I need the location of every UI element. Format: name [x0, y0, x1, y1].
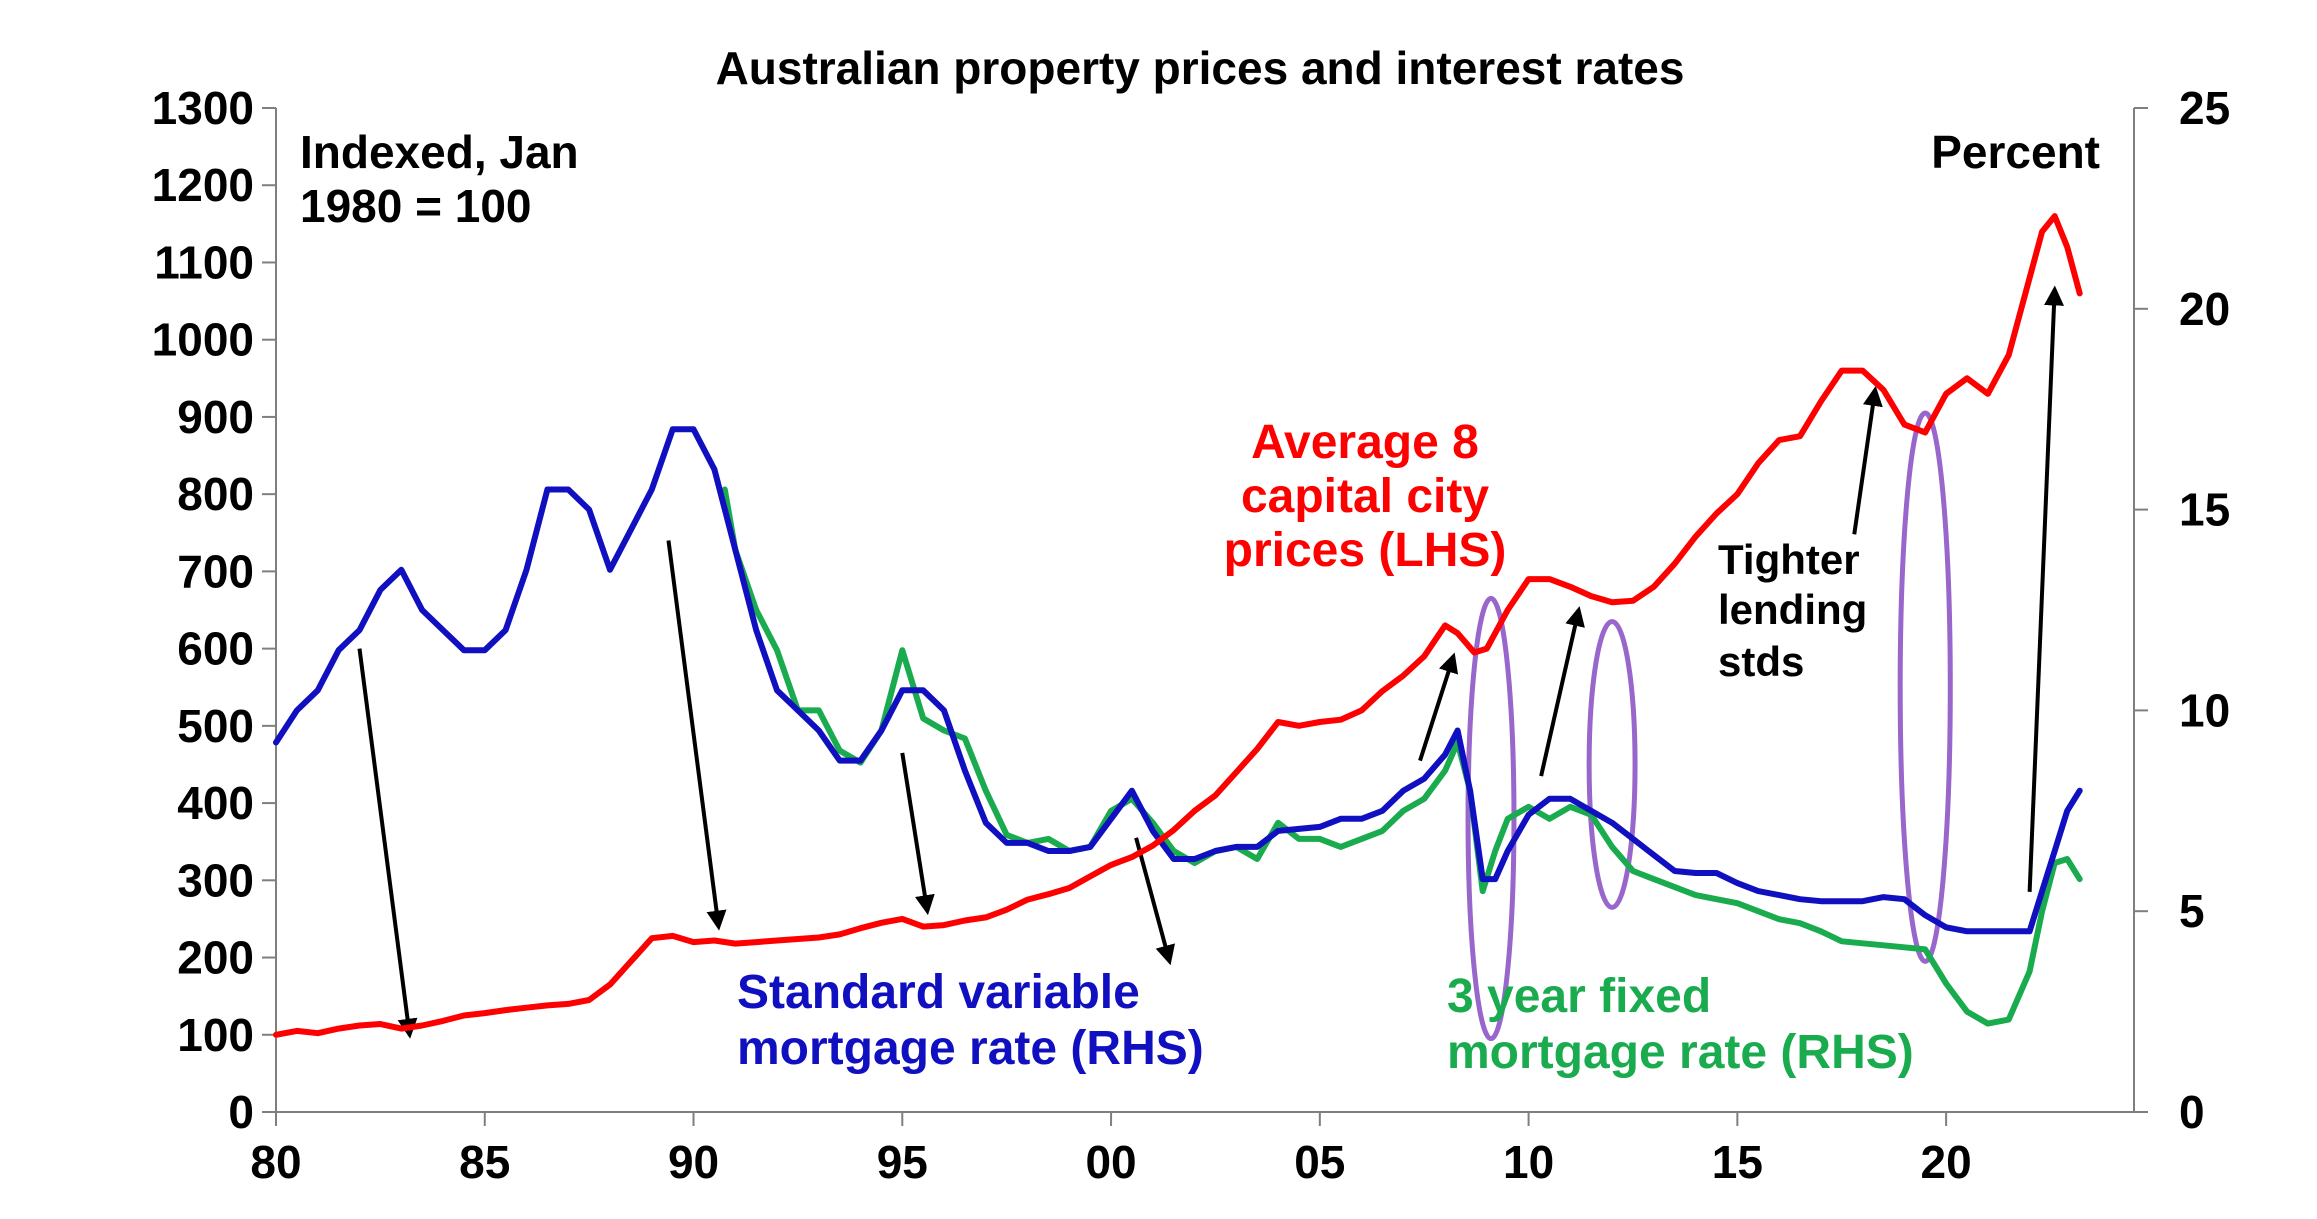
- annotation-arrow: [666, 540, 727, 931]
- annotation-arrow: [1418, 652, 1459, 762]
- chart-title: Australian property prices and interest …: [716, 42, 1685, 94]
- tighter-lending-line-2: lending: [1718, 586, 1867, 633]
- tighter-lending-annotation: Tighter lending stds: [1718, 536, 1867, 685]
- right-axis-label: Percent: [1931, 126, 2100, 178]
- fixed-series-label-line-1: 3 year fixed: [1447, 970, 1711, 1023]
- x-axis-tick-label: 90: [668, 1136, 719, 1188]
- right-axis-tick-label: 0: [2179, 1086, 2205, 1138]
- tighter-lending-line-3: stds: [1718, 638, 1804, 685]
- fixed-series-label: 3 year fixed mortgage rate (RHS): [1447, 970, 1914, 1079]
- highlight-ellipse: [1897, 410, 1953, 964]
- x-axis-tick-label: 80: [250, 1136, 301, 1188]
- price-series-label-line-2: capital city: [1241, 470, 1489, 523]
- price-series-label: Average 8 capital city prices (LHS): [1224, 416, 1507, 577]
- annotation-arrow: [1852, 385, 1883, 535]
- right-axis-tick-label: 10: [2179, 684, 2230, 736]
- annotation-arrow: [900, 752, 935, 916]
- right-axis-tick-label: 20: [2179, 283, 2230, 335]
- annotation-arrow: [1134, 837, 1175, 966]
- left-axis-tick-label: 200: [177, 932, 254, 984]
- annotation-marks: [357, 285, 2064, 1042]
- x-axis-tick-label: 95: [877, 1136, 928, 1188]
- right-axis-tick-label: 5: [2179, 885, 2205, 937]
- tighter-lending-line-1: Tighter: [1718, 536, 1860, 583]
- x-axis-tick-label: 20: [1921, 1136, 1972, 1188]
- left-axis-tick-label: 1300: [152, 82, 254, 134]
- variable-series-label: Standard variable mortgage rate (RHS): [737, 966, 1204, 1075]
- x-axis-tick-label: 15: [1712, 1136, 1763, 1188]
- series-lines: [273, 213, 2083, 1038]
- right-axis-tick-label: 15: [2179, 484, 2230, 536]
- variable-series-label-line-2: mortgage rate (RHS): [737, 1022, 1204, 1075]
- x-axis-tick-label: 85: [459, 1136, 510, 1188]
- left-axis-tick-label: 100: [177, 1009, 254, 1061]
- left-axis-tick-label: 900: [177, 391, 254, 443]
- left-axis-tick-label: 300: [177, 854, 254, 906]
- right-axis-tick-label: 25: [2179, 82, 2230, 134]
- left-axis-label: Indexed, Jan 1980 = 100: [300, 126, 579, 232]
- left-axis-tick-label: 800: [177, 468, 254, 520]
- left-axis-tick-label: 700: [177, 545, 254, 597]
- left-axis-tick-label: 400: [177, 777, 254, 829]
- variable-series-label-line-1: Standard variable: [737, 966, 1140, 1019]
- x-axis-tick-label: 00: [1085, 1136, 1136, 1188]
- annotation-arrow: [2027, 285, 2064, 892]
- price-series-label-line-1: Average 8: [1251, 416, 1479, 469]
- left-axis-label-line-1: Indexed, Jan: [300, 126, 579, 178]
- left-axis-tick-label: 1200: [152, 159, 254, 211]
- x-axis-tick-label: 10: [1503, 1136, 1554, 1188]
- variable-series-line: [273, 426, 2083, 935]
- fixed-series-label-line-2: mortgage rate (RHS): [1447, 1026, 1914, 1079]
- x-axis-tick-label: 05: [1294, 1136, 1345, 1188]
- axes: 0100200300400500600700800900100011001200…: [152, 82, 2231, 1188]
- left-axis-tick-label: 500: [177, 700, 254, 752]
- left-axis-tick-label: 1000: [152, 314, 254, 366]
- highlight-ellipse: [1586, 619, 1638, 910]
- left-axis-tick-label: 600: [177, 623, 254, 675]
- price-series-line: [273, 213, 2083, 1038]
- annotation-arrow: [357, 648, 418, 1039]
- left-axis-label-line-2: 1980 = 100: [300, 180, 532, 232]
- price-series-label-line-3: prices (LHS): [1224, 524, 1507, 577]
- left-axis-tick-label: 0: [228, 1086, 254, 1138]
- left-axis-tick-label: 1100: [154, 236, 254, 288]
- annotation-arrow: [1539, 606, 1585, 777]
